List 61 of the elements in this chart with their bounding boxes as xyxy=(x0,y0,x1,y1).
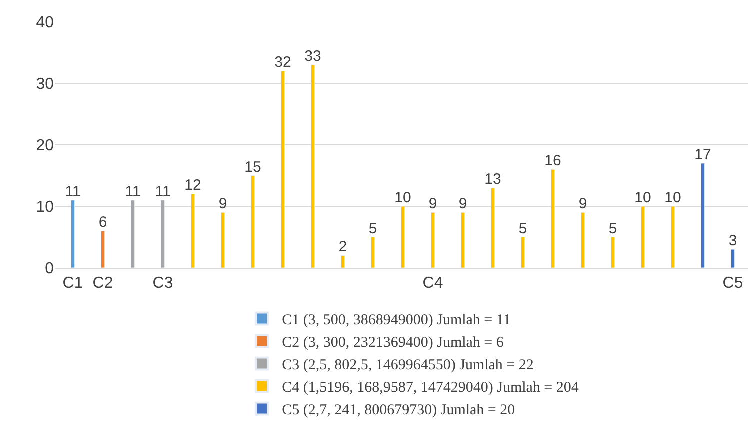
bar xyxy=(280,70,286,268)
bar xyxy=(700,163,706,268)
data-label: 9 xyxy=(428,196,438,213)
data-label: 9 xyxy=(218,196,228,213)
bar xyxy=(520,237,526,268)
bar xyxy=(190,194,196,268)
data-label: 32 xyxy=(274,54,292,72)
data-label: 5 xyxy=(368,220,378,238)
data-label: 13 xyxy=(484,171,502,188)
data-label: 9 xyxy=(578,196,588,213)
y-tick-label: 20 xyxy=(36,138,54,155)
bar xyxy=(460,212,466,268)
bar xyxy=(340,255,346,268)
data-label: 11 xyxy=(125,183,141,200)
x-tick-label: C2 xyxy=(92,275,114,292)
bar xyxy=(70,200,76,268)
legend-label: C4 (1,5196, 168,9587, 147429040) Jumlah = 204 xyxy=(282,380,580,396)
x-tick-label: C4 xyxy=(422,275,444,292)
bar xyxy=(550,169,556,268)
bar xyxy=(580,212,586,268)
bar xyxy=(430,212,436,268)
data-label: 2 xyxy=(338,238,348,256)
data-label: 11 xyxy=(155,183,171,200)
bar xyxy=(610,237,616,268)
x-tick-label: C1 xyxy=(62,275,84,292)
data-label: 9 xyxy=(458,196,468,213)
data-label: 33 xyxy=(304,48,322,66)
data-label: 5 xyxy=(608,220,618,238)
data-label: 17 xyxy=(694,146,712,164)
legend-label: C1 (3, 500, 3868949000) Jumlah = 11 xyxy=(282,312,511,329)
y-tick-label: 30 xyxy=(36,76,54,94)
data-label: 10 xyxy=(394,190,412,206)
y-tick-label: 0 xyxy=(45,260,54,278)
bar xyxy=(310,64,316,268)
bar xyxy=(130,200,136,268)
data-label: 12 xyxy=(184,177,202,194)
legend-label: C5 (2,7, 241, 800679730) Jumlah = 20 xyxy=(282,402,516,419)
data-label: 16 xyxy=(544,152,562,170)
data-label: 6 xyxy=(98,214,108,232)
bar xyxy=(220,212,226,268)
data-label: 10 xyxy=(664,190,682,206)
bar xyxy=(100,230,106,268)
bar xyxy=(400,206,406,268)
data-label: 5 xyxy=(518,220,528,238)
bar xyxy=(670,206,676,268)
bar xyxy=(490,188,496,268)
x-tick-label: C3 xyxy=(152,275,174,292)
x-tick-label: C5 xyxy=(722,275,744,292)
bar xyxy=(160,200,166,268)
data-label: 11 xyxy=(65,183,81,200)
data-label: 10 xyxy=(634,190,652,206)
bar xyxy=(370,237,376,268)
bar xyxy=(730,249,736,268)
bar xyxy=(250,176,256,268)
legend-label: C2 (3, 300, 2321369400) Jumlah = 6 xyxy=(282,335,504,352)
y-tick-label: 10 xyxy=(36,199,54,216)
data-label: 3 xyxy=(728,232,738,250)
y-tick-label: 40 xyxy=(36,14,54,32)
legend-label: C3 (2,5, 802,5, 1469964550) Jumlah = 22 xyxy=(282,358,534,374)
data-label: 15 xyxy=(244,158,262,176)
bar xyxy=(640,206,646,268)
